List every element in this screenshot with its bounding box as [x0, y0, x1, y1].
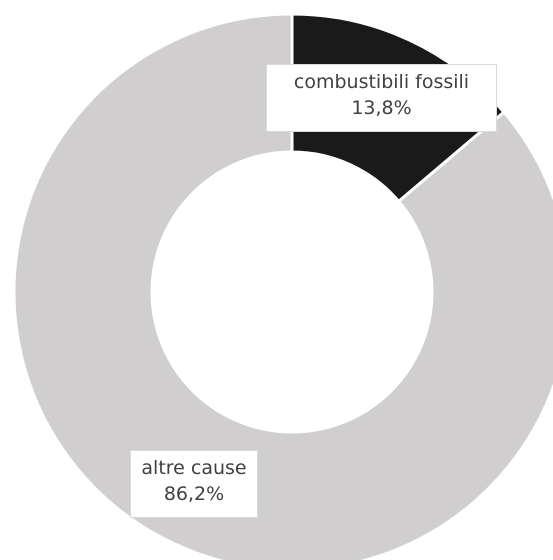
slice-altre-cause [12, 12, 553, 560]
slice-label-altre-cause: altre cause [141, 457, 247, 479]
data-label-altre-cause: altre cause 86,2% [130, 450, 258, 518]
data-label-combustibili-fossili: combustibili fossili 13,8% [266, 64, 497, 132]
slice-value-combustibili-fossili: 13,8% [351, 97, 412, 119]
slice-label-combustibili-fossili: combustibili fossili [293, 71, 470, 93]
slice-value-altre-cause: 86,2% [163, 483, 225, 505]
